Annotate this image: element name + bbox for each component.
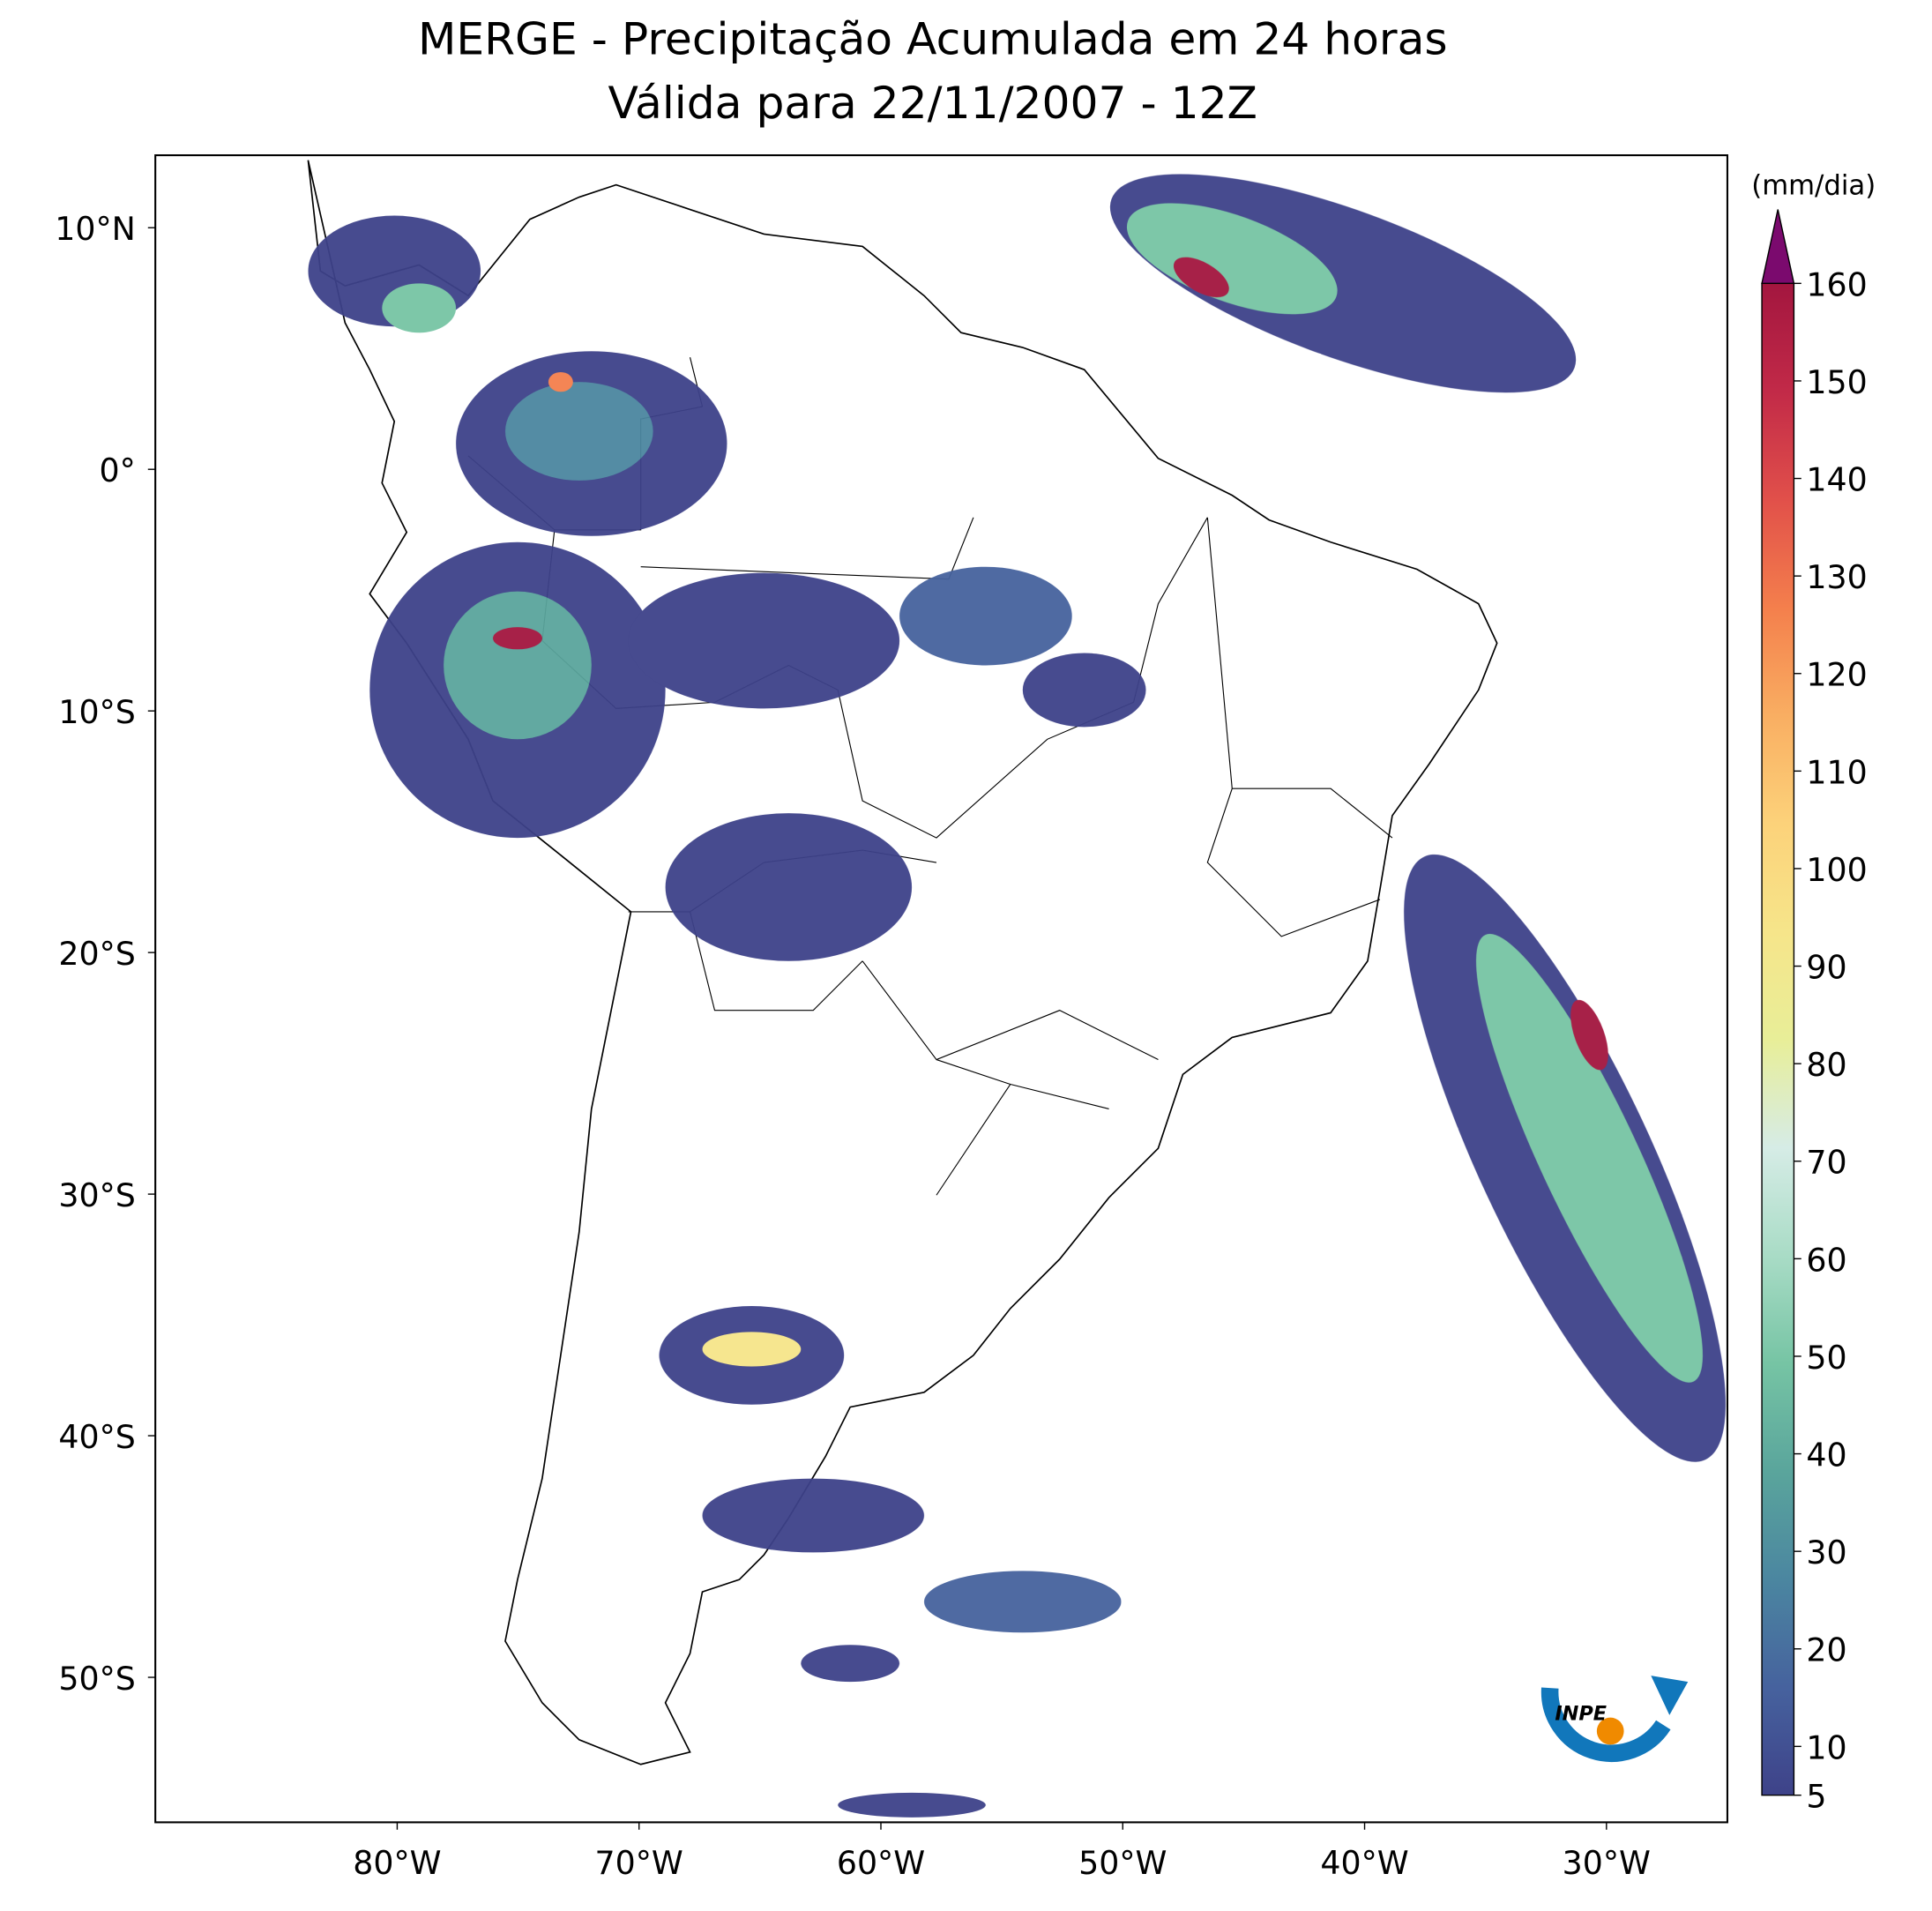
- colorbar-tick-label: 110: [1806, 753, 1867, 791]
- colorbar-tick-label: 160: [1806, 265, 1867, 303]
- colorbar-body: [1761, 282, 1795, 1796]
- colorbar-label: (mm/dia): [1751, 170, 1876, 202]
- colorbar-tick-label: 20: [1806, 1631, 1846, 1669]
- y-tick-label: 10°S: [58, 693, 135, 731]
- colorbar-tick-label: 150: [1806, 363, 1867, 401]
- x-tick-label: 30°W: [1563, 1844, 1651, 1882]
- y-tick-label: 50°S: [58, 1660, 135, 1698]
- colorbar-tick-label: 120: [1806, 656, 1867, 694]
- y-tick-label: 20°S: [58, 935, 135, 973]
- colorbar-tick-label: 10: [1806, 1728, 1846, 1766]
- y-tick-label: 30°S: [58, 1176, 135, 1214]
- colorbar-tick-label: 100: [1806, 851, 1867, 889]
- chart-subtitle: Válida para 22/11/2007 - 12Z: [608, 77, 1257, 129]
- axes: 80°W 70°W 60°W 50°W 40°W 30°W 10°N 0° 10°S 20°S 30…: [55, 210, 1651, 1882]
- x-tick-label: 70°W: [595, 1844, 683, 1882]
- logo-arc: [1540, 1687, 1671, 1762]
- y-tick-label: 40°S: [58, 1418, 135, 1456]
- colorbar-tick-label: 5: [1806, 1778, 1826, 1816]
- logo: INPE: [1540, 1676, 1689, 1762]
- logo-dot: [1596, 1717, 1624, 1745]
- colorbar-tick-label: 130: [1806, 558, 1867, 596]
- precipitation: [308, 174, 1726, 1818]
- colorbar-tick-label: 90: [1806, 949, 1846, 987]
- colorbar-tick-label: 40: [1806, 1437, 1846, 1474]
- y-tick-label: 10°N: [55, 210, 136, 248]
- logo-arrow: [1651, 1676, 1689, 1715]
- colorbar: (mm/dia) 5 10 20 30 40 50 60 70 80 90 100 110 120 130…: [1751, 170, 1876, 1816]
- logo-text: INPE: [1555, 1702, 1607, 1725]
- chart-title: MERGE - Precipitação Acumulada em 24 hor…: [418, 12, 1448, 64]
- colorbar-tick-label: 140: [1806, 461, 1867, 499]
- x-tick-label: 40°W: [1320, 1844, 1408, 1882]
- colorbar-tick-label: 60: [1806, 1241, 1846, 1279]
- colorbar-tick-label: 80: [1806, 1046, 1846, 1084]
- x-tick-label: 50°W: [1078, 1844, 1167, 1882]
- y-tick-label: 0°: [100, 452, 136, 489]
- x-tick-label: 80°W: [353, 1844, 441, 1882]
- colorbar-extend: [1761, 209, 1795, 285]
- colorbar-tick-label: 70: [1806, 1144, 1846, 1182]
- colorbar-tick-label: 30: [1806, 1534, 1846, 1571]
- colorbar-tick-label: 50: [1806, 1339, 1846, 1377]
- x-tick-label: 60°W: [837, 1844, 925, 1882]
- map-frame: [154, 153, 1728, 1824]
